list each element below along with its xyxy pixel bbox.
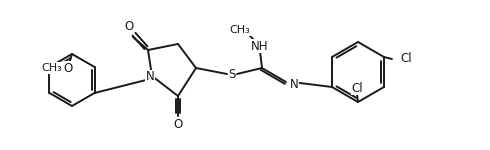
Text: S: S (228, 68, 236, 81)
Text: Cl: Cl (351, 81, 363, 94)
Text: O: O (124, 21, 134, 33)
Text: NH: NH (251, 39, 269, 52)
Text: N: N (290, 78, 299, 90)
Text: N: N (146, 70, 154, 84)
Text: Cl: Cl (400, 52, 412, 66)
Text: O: O (63, 61, 73, 75)
Text: CH₃: CH₃ (42, 63, 62, 73)
Text: O: O (173, 117, 183, 130)
Text: CH₃: CH₃ (230, 25, 250, 35)
